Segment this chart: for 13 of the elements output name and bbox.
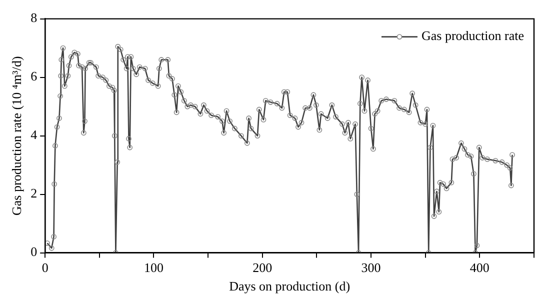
x-tick-label: 0 xyxy=(42,260,48,276)
x-tick-label: 200 xyxy=(252,260,272,276)
x-tick-label: 100 xyxy=(144,260,164,276)
legend-label: Gas production rate xyxy=(421,28,524,44)
y-tick-label: 4 xyxy=(30,127,38,142)
y-axis-title: Gas production rate (10 ⁴m³/d) xyxy=(9,56,24,216)
x-tick-label: 300 xyxy=(361,260,381,276)
y-tick-label: 8 xyxy=(30,10,38,26)
x-tick-label: 400 xyxy=(470,260,490,276)
y-tick-label: 2 xyxy=(30,186,38,201)
y-tick-label: 0 xyxy=(30,244,38,260)
x-axis-title: Days on production (d) xyxy=(229,278,350,294)
y-tick-label: 6 xyxy=(30,68,38,84)
